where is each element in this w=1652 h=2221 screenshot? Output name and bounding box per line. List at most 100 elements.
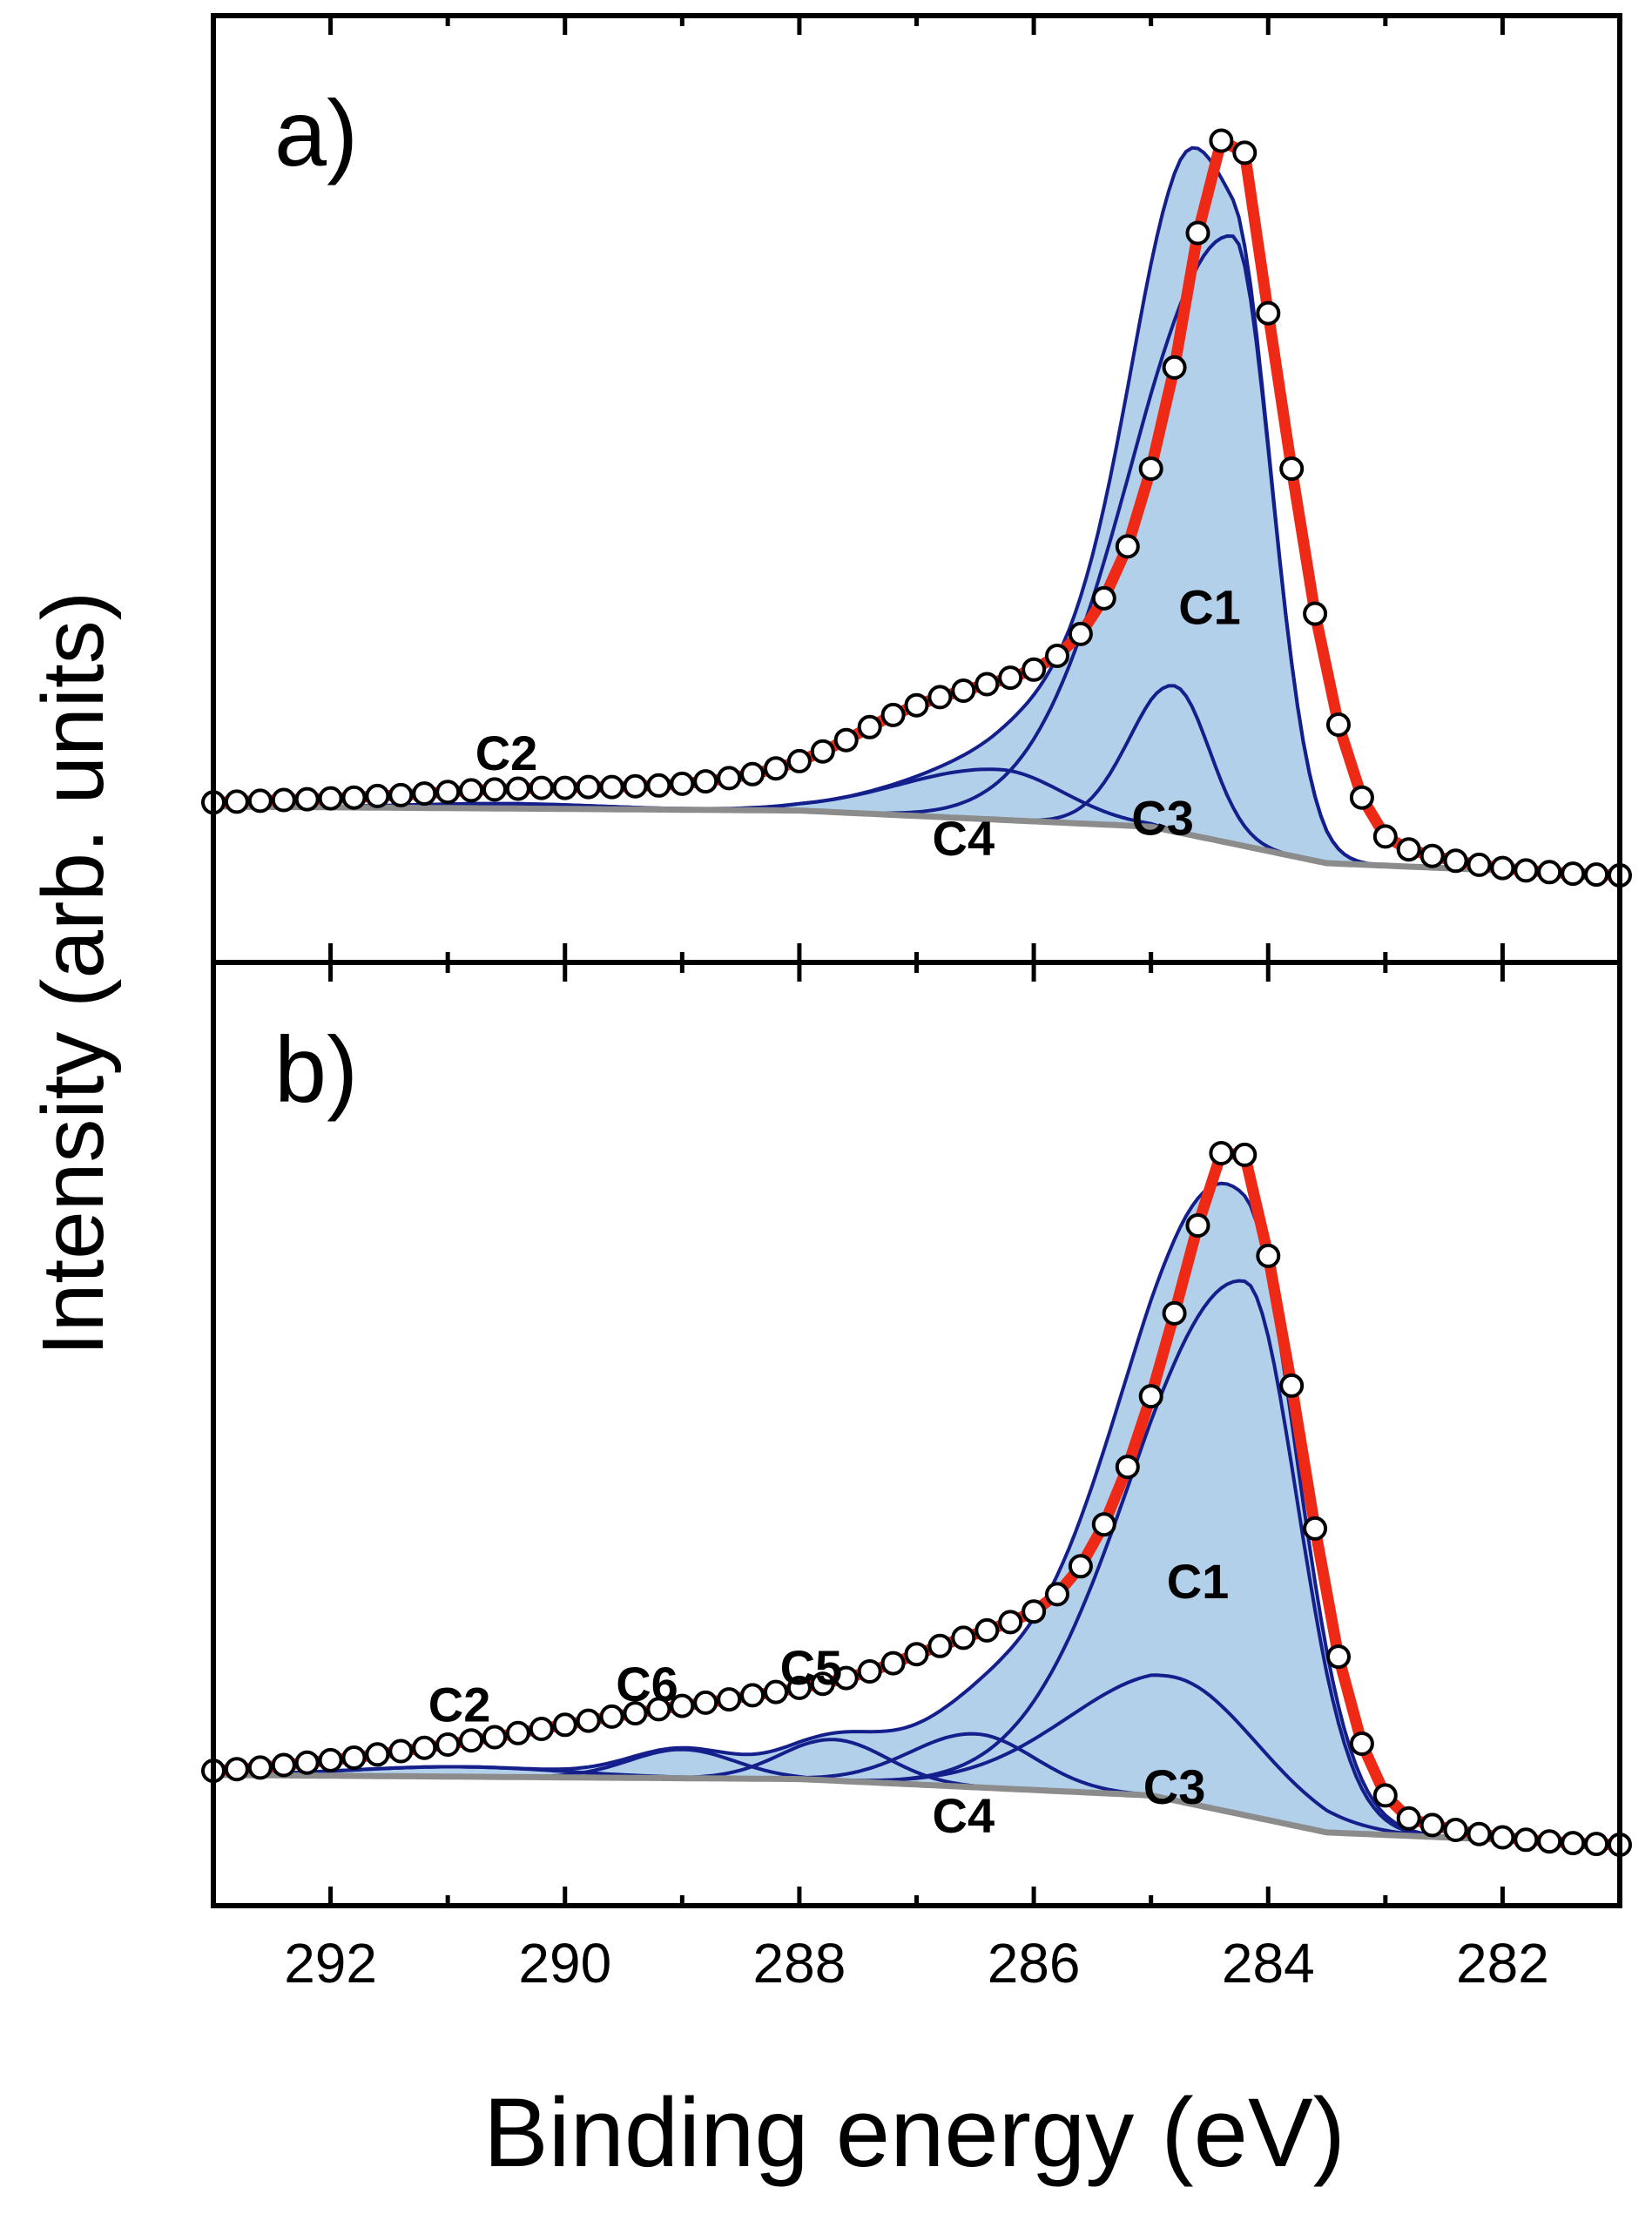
component-label-c6: C6 (616, 1657, 678, 1711)
data-point (670, 771, 695, 796)
data-point (998, 665, 1023, 691)
data-point (740, 1683, 765, 1708)
x-tick-label: 290 (518, 1932, 611, 1995)
data-point (833, 727, 859, 753)
data-point (576, 1708, 601, 1733)
panel-label: a) (274, 80, 358, 186)
data-point (1537, 860, 1562, 885)
data-point (1490, 855, 1515, 881)
data-point (1209, 128, 1234, 153)
data-point (717, 766, 742, 791)
x-tick-label: 284 (1222, 1932, 1315, 1995)
data-point (1396, 1806, 1421, 1831)
data-point (1303, 1516, 1328, 1541)
data-point (998, 1610, 1023, 1635)
data-point (599, 774, 624, 800)
data-point (693, 1690, 718, 1715)
data-point (1045, 1582, 1069, 1607)
data-point (951, 678, 976, 703)
data-point (857, 714, 882, 739)
x-axis-label: Binding energy (eV) (483, 2078, 1345, 2187)
data-point (1185, 1213, 1210, 1238)
data-point (1138, 456, 1163, 482)
x-tick-label: 286 (988, 1932, 1081, 1995)
data-point (435, 780, 461, 805)
data-point (341, 1745, 367, 1770)
data-point (1443, 848, 1468, 874)
data-point (388, 782, 414, 807)
data-point (1584, 1832, 1609, 1857)
y-axis-label: Intensity (arb. units) (24, 591, 122, 1356)
data-point (810, 1671, 835, 1697)
data-point (1467, 852, 1492, 877)
data-point (412, 1735, 437, 1760)
data-point (1279, 456, 1305, 482)
component-label-c4: C4 (933, 811, 995, 866)
data-point (224, 1757, 249, 1782)
data-point (1232, 140, 1258, 165)
data-point (857, 1659, 882, 1684)
data-point (388, 1738, 414, 1764)
data-point (670, 1693, 695, 1718)
panel-b: C1 C2 C3 C4 C5 C6 b) (201, 1016, 1632, 1857)
data-point (599, 1704, 624, 1729)
data-point (1162, 1300, 1187, 1326)
data-point (576, 774, 601, 800)
data-point (1584, 862, 1609, 888)
data-point (904, 692, 929, 718)
data-point (1022, 657, 1047, 682)
data-point (318, 786, 343, 811)
data-point (1091, 585, 1116, 611)
data-point (904, 1642, 929, 1667)
panel-a: C1 C2 C3 C4 a) (201, 80, 1632, 888)
data-point (1303, 601, 1328, 626)
background-curve (212, 1772, 1621, 1848)
data-point (1279, 1373, 1305, 1398)
data-point (974, 1617, 1000, 1643)
data-point (1115, 534, 1140, 559)
axes-group: 292 290 288 286 284 282 (211, 13, 1622, 1995)
data-point (1372, 1783, 1398, 1808)
data-point (552, 1712, 577, 1738)
component-label-c4: C4 (933, 1788, 995, 1843)
component-label-c2: C2 (475, 726, 538, 780)
data-point (505, 776, 530, 801)
component-label-c5: C5 (780, 1640, 843, 1695)
data-point (951, 1625, 976, 1651)
data-point (880, 702, 906, 727)
data-point (365, 1742, 390, 1767)
data-point (318, 1747, 343, 1772)
x-tick-label: 288 (753, 1932, 846, 1995)
data-point (365, 783, 390, 808)
data-point (341, 785, 367, 810)
data-point (1115, 1455, 1140, 1480)
data-point (1256, 300, 1281, 326)
component-label-c2: C2 (428, 1678, 491, 1732)
data-point (529, 1717, 554, 1741)
data-point (247, 1755, 273, 1780)
data-point (1349, 785, 1374, 810)
data-point (1068, 621, 1093, 646)
data-point (1068, 1554, 1093, 1579)
data-point (1326, 712, 1351, 737)
component-label-c3: C3 (1143, 1759, 1206, 1814)
data-point (927, 685, 953, 710)
data-point (974, 672, 1000, 697)
data-point (224, 789, 249, 814)
data-point (1162, 354, 1187, 380)
panel-label: b) (274, 1016, 358, 1122)
data-point (786, 748, 812, 773)
x-tick-label: 282 (1456, 1932, 1549, 1995)
data-point (623, 1701, 648, 1726)
data-point (1514, 1827, 1539, 1853)
data-point (1091, 1512, 1116, 1537)
data-point (717, 1687, 742, 1712)
component-fill-area (213, 1183, 1620, 1845)
data-point (1419, 1813, 1445, 1838)
data-point (623, 773, 648, 799)
component-label-c1: C1 (1178, 580, 1241, 635)
data-point (529, 775, 554, 800)
data-point (1467, 1821, 1492, 1846)
data-point (1514, 858, 1539, 883)
data-point (1326, 1644, 1351, 1670)
